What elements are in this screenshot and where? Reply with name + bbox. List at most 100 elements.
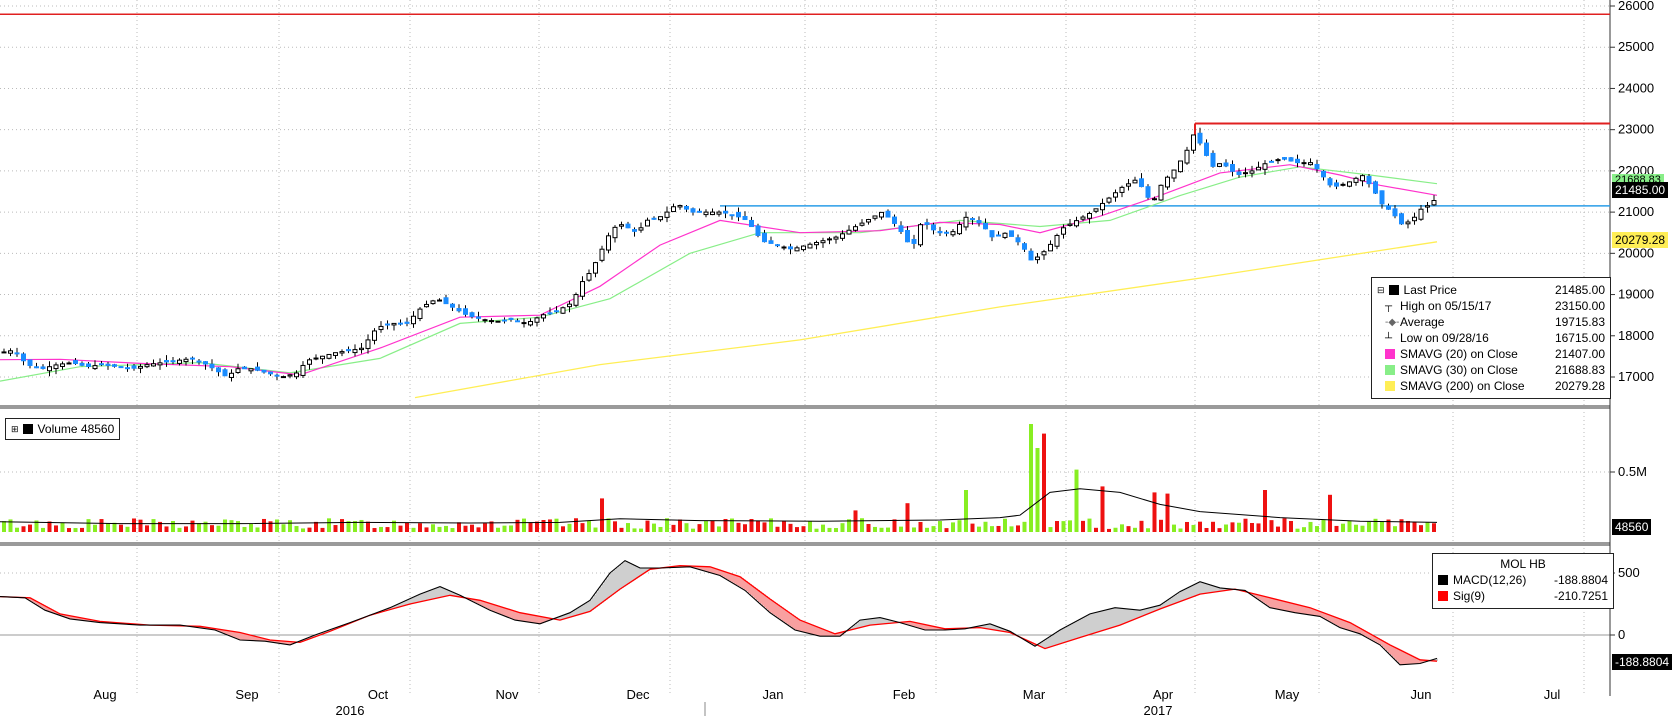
macd-fill-segment (438, 587, 440, 598)
macd-fill-segment (772, 600, 774, 615)
macd-fill-segment (696, 566, 698, 569)
macd-fill-segment (996, 626, 998, 631)
macd-fill-segment (290, 641, 292, 645)
macd-fill-segment (62, 614, 64, 617)
macd-fill-segment (1084, 617, 1086, 637)
macd-fill-segment (34, 599, 36, 604)
macd-fill-segment (36, 601, 38, 605)
candle-body (807, 243, 813, 249)
macd-fill-segment (578, 607, 580, 615)
volume-bar (34, 520, 39, 532)
macd-fill-segment (618, 566, 620, 591)
macd-fill-segment (716, 568, 718, 575)
macd-fill-segment (1420, 659, 1422, 664)
macd-fill-segment (984, 625, 986, 629)
macd-fill-segment (614, 569, 616, 594)
candle-body (1269, 160, 1274, 163)
macd-fill-segment (246, 634, 248, 641)
macd-fill-segment (452, 591, 454, 596)
macd-fill-segment (1436, 658, 1438, 662)
macd-fill-segment (860, 620, 862, 628)
macd-fill-segment (1410, 654, 1412, 665)
macd-fill-segment (1134, 609, 1136, 620)
candle-body (658, 216, 663, 221)
macd-fill-segment (1316, 609, 1318, 616)
macd-fill-segment (1158, 605, 1160, 610)
candle-body (138, 365, 143, 369)
volume-bar (255, 527, 260, 532)
macd-fill-segment (1198, 582, 1200, 595)
volume-bar (1295, 528, 1300, 532)
candle-body (144, 364, 150, 368)
volume-bar (814, 528, 819, 532)
volume-bar (1237, 522, 1241, 532)
macd-fill (0, 561, 1438, 665)
volume-bar (606, 518, 611, 532)
candle-body (502, 319, 507, 322)
macd-fill-segment (1338, 618, 1340, 627)
macd-fill-segment (1306, 606, 1308, 615)
macd-fill-segment (744, 579, 746, 590)
macd-fill-segment (1418, 658, 1420, 664)
macd-fill-segment (1194, 584, 1196, 597)
macd-fill-segment (574, 610, 576, 617)
candle-body (1217, 163, 1222, 167)
candle-body (1308, 162, 1313, 166)
macd-fill-segment (616, 568, 618, 593)
volume-bar (658, 526, 663, 532)
candle-body (346, 349, 351, 352)
candle-body (645, 219, 650, 227)
macd-fill-segment (1258, 594, 1260, 600)
macd-fill-segment (580, 606, 582, 615)
macd-fill-segment (608, 575, 610, 599)
legend-value: 21485.00 (1554, 283, 1605, 297)
volume-bar (821, 524, 825, 532)
candle-body (1301, 162, 1307, 165)
candle-body (8, 350, 13, 354)
macd-fill-segment (444, 588, 446, 597)
macd-fill-segment (1270, 597, 1272, 608)
macd-fill-segment (1056, 632, 1058, 646)
macd-fill-segment (292, 641, 294, 645)
macd-fill-segment (42, 604, 44, 609)
volume-bar (1354, 524, 1358, 532)
x-tick-label: Oct (368, 687, 389, 702)
volume-bar (723, 518, 728, 532)
macd-fill-segment (998, 626, 1000, 631)
collapse-icon[interactable]: ⊟ (1377, 284, 1385, 295)
macd-fill-segment (1214, 586, 1216, 593)
macd-fill-segment (560, 616, 562, 621)
candle-body (547, 312, 553, 315)
macd-fill-segment (1404, 651, 1406, 665)
macd-fill-segment (1412, 655, 1414, 665)
macd-fill-segment (1000, 627, 1002, 631)
candle-body (190, 357, 195, 360)
candle-body (86, 363, 91, 367)
macd-fill-segment (32, 598, 34, 603)
expand-icon[interactable]: ⊞ (11, 423, 19, 434)
macd-fill-segment (548, 617, 550, 621)
volume-bar (548, 519, 552, 532)
legend-swatch (1438, 591, 1448, 601)
macd-fill-segment (270, 639, 272, 642)
macd-fill-segment (1078, 620, 1080, 639)
macd-fill-segment (52, 609, 54, 613)
candle-body (1360, 175, 1365, 182)
macd-fill-segment (40, 603, 42, 608)
macd-fill-segment (798, 618, 800, 631)
volume-bar (1367, 521, 1371, 532)
volume-bar (405, 522, 409, 532)
macd-fill-segment (680, 565, 682, 568)
macd-fill-segment (938, 627, 940, 631)
volume-bar (990, 526, 994, 532)
macd-fill-segment (1040, 642, 1042, 647)
macd-fill-segment (884, 618, 886, 624)
volume-bar (996, 525, 1001, 532)
macd-fill-segment (694, 566, 696, 568)
x-tick-label: Aug (93, 687, 116, 702)
volume-last-tag: 48560 (1612, 519, 1652, 535)
macd-fill-segment (836, 633, 838, 637)
macd-fill-segment (1374, 635, 1376, 642)
candle-body (1048, 243, 1053, 252)
volume-bar (99, 519, 104, 532)
